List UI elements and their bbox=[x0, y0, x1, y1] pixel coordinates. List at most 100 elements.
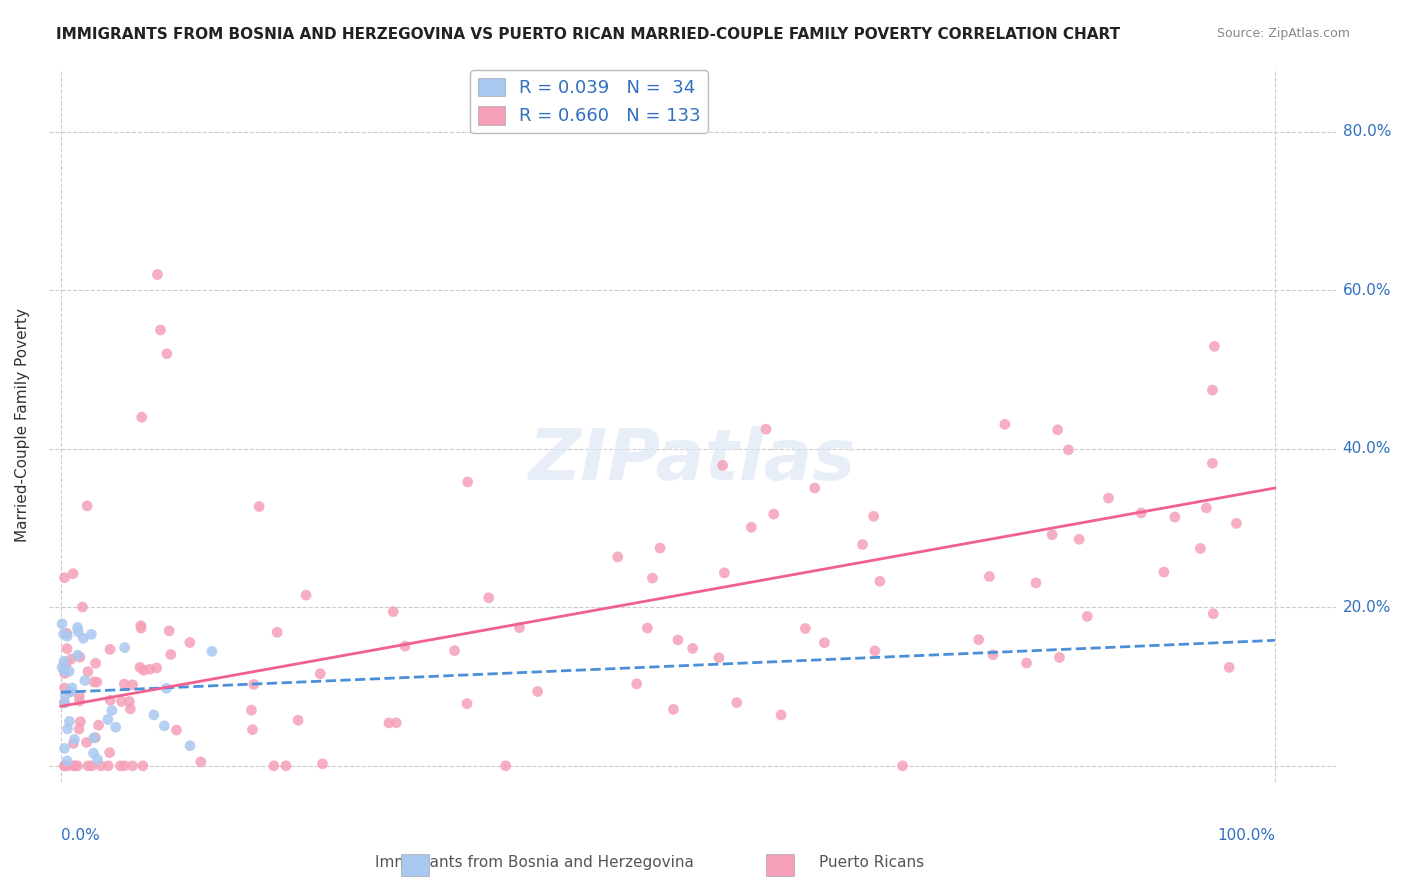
Text: ZIPatlas: ZIPatlas bbox=[529, 426, 856, 495]
Point bbox=[73, 673, 96, 688]
Point bbox=[648, 541, 671, 555]
Point bbox=[869, 574, 891, 589]
Point bbox=[179, 635, 201, 649]
Point bbox=[84, 731, 107, 745]
Point bbox=[707, 650, 730, 665]
Text: Source: ZipAtlas.com: Source: ZipAtlas.com bbox=[1216, 27, 1350, 40]
Point bbox=[112, 759, 135, 773]
Point bbox=[53, 759, 76, 773]
Point bbox=[53, 664, 76, 678]
Point bbox=[274, 759, 297, 773]
Point bbox=[740, 520, 762, 534]
Point bbox=[76, 735, 98, 749]
Point bbox=[713, 566, 735, 580]
Point bbox=[967, 632, 990, 647]
Y-axis label: Married-Couple Family Poverty: Married-Couple Family Poverty bbox=[15, 308, 30, 542]
Point bbox=[1225, 516, 1247, 531]
Point bbox=[891, 759, 914, 773]
Point bbox=[725, 696, 748, 710]
Point bbox=[382, 605, 405, 619]
Point bbox=[82, 746, 104, 760]
Point bbox=[83, 675, 105, 690]
Point bbox=[711, 458, 734, 473]
Point bbox=[62, 736, 84, 750]
Point bbox=[682, 641, 704, 656]
Point bbox=[52, 627, 75, 641]
Point bbox=[378, 715, 401, 730]
Point bbox=[803, 481, 825, 495]
Point bbox=[101, 703, 124, 717]
Point bbox=[56, 629, 79, 643]
Point bbox=[266, 625, 288, 640]
Point bbox=[53, 759, 76, 773]
Point bbox=[240, 703, 263, 717]
Point bbox=[1040, 527, 1063, 541]
Point bbox=[56, 626, 79, 640]
Point bbox=[56, 754, 79, 768]
Point bbox=[51, 660, 73, 674]
Point bbox=[1076, 609, 1098, 624]
Text: IMMIGRANTS FROM BOSNIA AND HERZEGOVINA VS PUERTO RICAN MARRIED-COUPLE FAMILY POV: IMMIGRANTS FROM BOSNIA AND HERZEGOVINA V… bbox=[56, 27, 1121, 42]
Point bbox=[149, 323, 172, 337]
Point bbox=[311, 756, 333, 771]
Point bbox=[1015, 656, 1038, 670]
Point bbox=[129, 621, 152, 635]
Legend: R = 0.039   N =  34, R = 0.660   N = 133: R = 0.039 N = 34, R = 0.660 N = 133 bbox=[471, 70, 709, 133]
Point bbox=[59, 652, 82, 666]
Point bbox=[243, 677, 266, 691]
Text: 0.0%: 0.0% bbox=[60, 828, 100, 843]
Point bbox=[1130, 506, 1153, 520]
Point bbox=[114, 640, 136, 655]
Point bbox=[98, 693, 121, 707]
Point bbox=[156, 347, 179, 361]
Point bbox=[142, 708, 165, 723]
Point bbox=[86, 675, 108, 690]
Point bbox=[287, 713, 309, 727]
Point bbox=[755, 422, 778, 436]
Point bbox=[58, 714, 80, 729]
Point bbox=[77, 665, 100, 679]
Point bbox=[83, 731, 105, 745]
Point bbox=[56, 641, 79, 656]
Point bbox=[153, 719, 176, 733]
Point bbox=[263, 759, 285, 773]
Point bbox=[1201, 456, 1223, 470]
Point bbox=[636, 621, 658, 635]
Point bbox=[813, 636, 835, 650]
Point bbox=[190, 755, 212, 769]
Point bbox=[66, 621, 89, 635]
Point bbox=[157, 624, 180, 638]
Point bbox=[90, 759, 112, 773]
Point bbox=[132, 663, 155, 677]
Point bbox=[58, 685, 80, 699]
Point bbox=[56, 759, 79, 773]
Point bbox=[666, 632, 689, 647]
Point bbox=[67, 624, 90, 639]
Text: 100.0%: 100.0% bbox=[1216, 828, 1275, 843]
Point bbox=[179, 739, 201, 753]
Point bbox=[129, 619, 152, 633]
Point bbox=[112, 677, 135, 691]
Point bbox=[309, 666, 332, 681]
Point bbox=[862, 509, 884, 524]
Point bbox=[98, 642, 121, 657]
Point bbox=[76, 499, 98, 513]
Point bbox=[295, 588, 318, 602]
Point bbox=[394, 639, 416, 653]
Point bbox=[53, 654, 76, 668]
Point bbox=[132, 759, 155, 773]
Point bbox=[63, 732, 86, 747]
Point bbox=[1046, 423, 1069, 437]
Point bbox=[131, 410, 153, 425]
Point bbox=[67, 689, 90, 703]
Point bbox=[443, 643, 465, 657]
Point bbox=[662, 702, 685, 716]
Point bbox=[247, 500, 270, 514]
Point bbox=[53, 681, 76, 695]
Point bbox=[762, 507, 785, 521]
Point bbox=[53, 688, 76, 702]
Point bbox=[626, 677, 648, 691]
Point bbox=[138, 662, 160, 676]
Point bbox=[87, 718, 110, 732]
Point bbox=[110, 759, 132, 773]
